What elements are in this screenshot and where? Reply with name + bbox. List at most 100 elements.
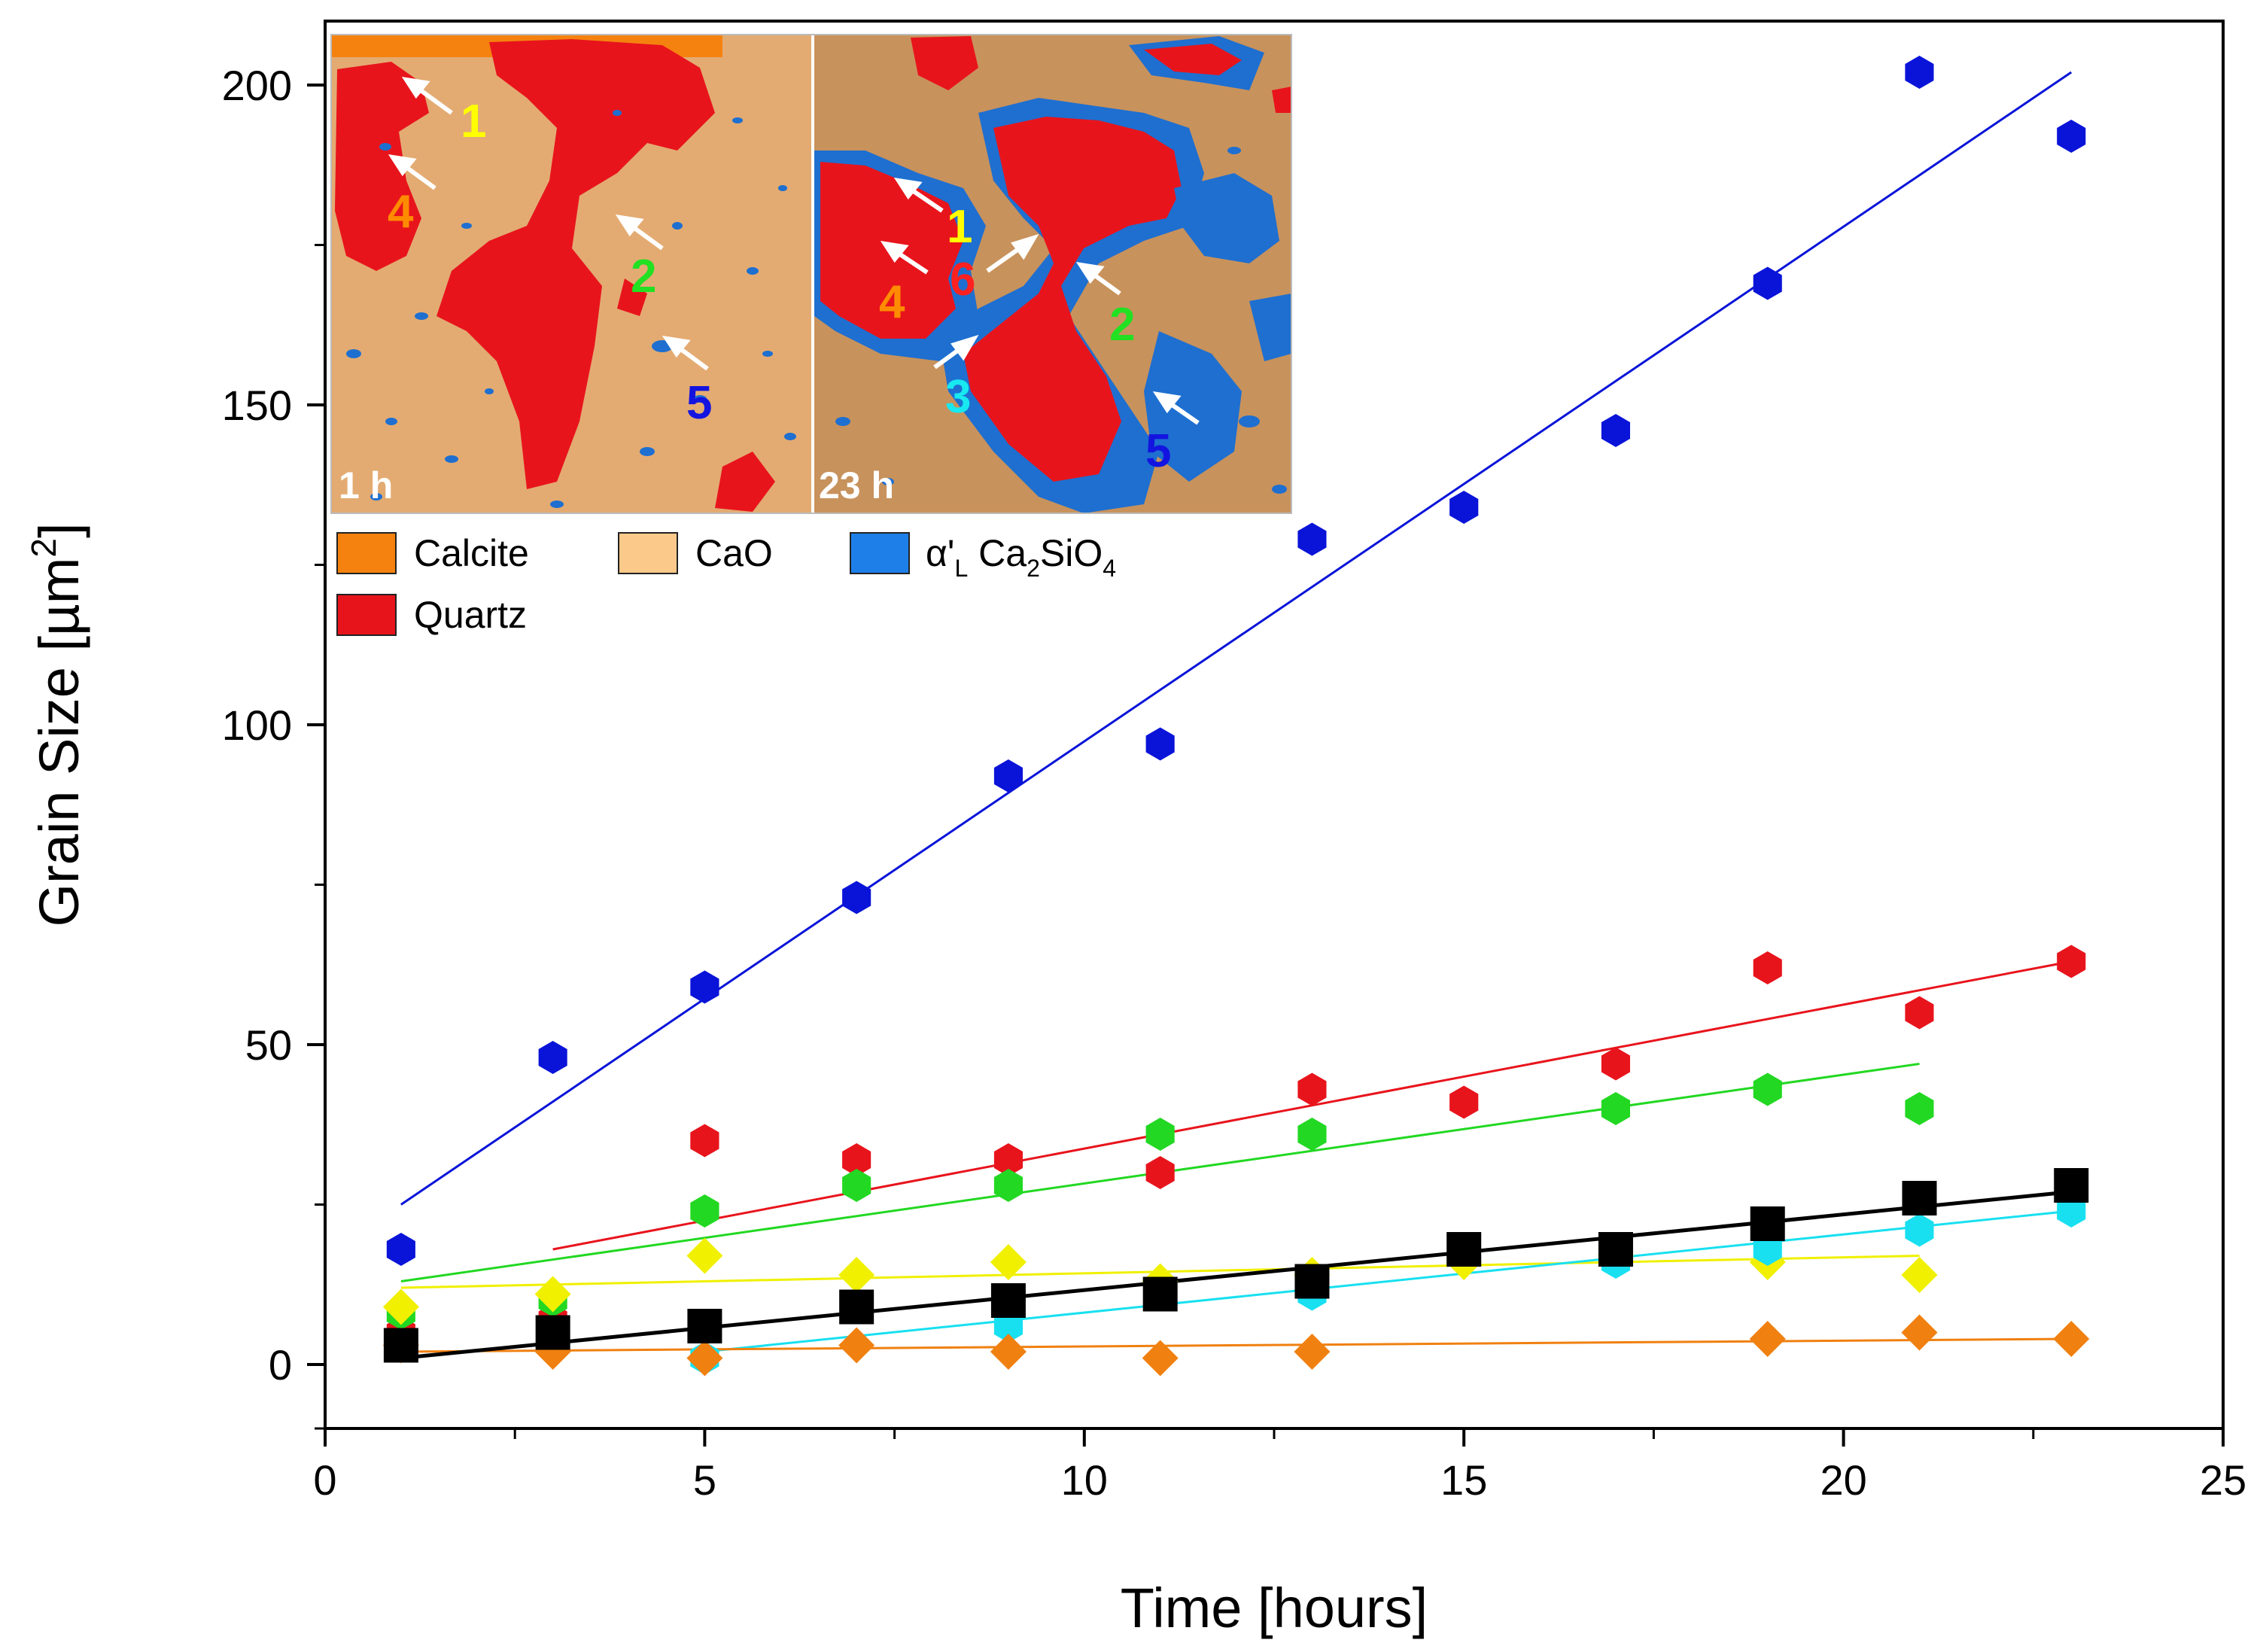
inset-frame <box>330 34 1292 514</box>
quartz-grain <box>1272 87 1291 113</box>
quartz-grain <box>1144 44 1242 75</box>
fit-line <box>400 1190 2072 1360</box>
panel-1h-annotations: 1 4 2 5 <box>388 77 712 429</box>
data-point <box>1901 1257 1938 1293</box>
data-point <box>1297 1118 1327 1151</box>
annotation-5: 5 <box>1145 425 1171 477</box>
data-point <box>1294 1334 1331 1370</box>
legend-swatch-ca2sio4 <box>850 532 910 574</box>
data-point <box>1446 1232 1482 1267</box>
data-point <box>1902 1181 1937 1215</box>
data-point <box>838 1257 875 1293</box>
data-point <box>2053 1321 2090 1357</box>
panel-23h-annotations: 1 6 4 2 3 5 <box>879 178 1200 477</box>
inset-maps: 1 h 23 h 1 4 2 5 <box>330 34 1292 636</box>
panel-label-1h: 1 h <box>339 464 393 507</box>
data-point <box>2057 120 2086 153</box>
data-point <box>538 1041 567 1074</box>
data-point <box>990 1283 1026 1318</box>
annotation-2: 2 <box>631 251 656 303</box>
data-point <box>1449 491 1479 524</box>
legend-label-calcite: Calcite <box>414 532 529 574</box>
data-point <box>1753 951 1782 984</box>
data-point <box>2054 1168 2089 1203</box>
data-point <box>1749 1321 1786 1357</box>
data-point <box>383 1328 418 1363</box>
data-point <box>993 1143 1023 1176</box>
data-point <box>1905 1092 1934 1125</box>
data-point <box>690 970 719 1004</box>
phase-legend: Calcite CaO α'L Ca2SiO4 Quartz <box>336 532 1116 636</box>
ca2sio4-grain <box>1249 294 1291 361</box>
x-axis-title: Time [hours] <box>1121 1577 1428 1639</box>
y-axis-title: Grain Size [µm2] <box>24 522 90 926</box>
data-point <box>386 1233 415 1266</box>
y-tick-label: 50 <box>245 1021 292 1069</box>
y-tick-label: 200 <box>222 62 292 109</box>
quartz-grain <box>335 62 429 271</box>
data-point <box>1598 1232 1633 1267</box>
data-point <box>1901 1314 1938 1351</box>
annotation-1: 1 <box>947 201 972 253</box>
legend-swatch-cao <box>618 532 678 574</box>
legend-swatch-quartz <box>336 594 397 636</box>
data-point <box>687 1309 722 1343</box>
y-tick-label: 0 <box>269 1341 292 1389</box>
data-point <box>842 881 871 914</box>
legend-label-cao: CaO <box>695 532 773 574</box>
x-tick-label: 15 <box>1440 1456 1487 1504</box>
fit-line <box>400 71 2073 1206</box>
data-point <box>839 1289 874 1325</box>
annotation-2: 2 <box>1109 299 1135 351</box>
data-point <box>842 1169 871 1202</box>
panel-label-23h: 23 h <box>819 464 894 507</box>
data-point <box>1449 1085 1479 1119</box>
annotation-6: 6 <box>950 254 975 306</box>
data-point <box>1601 414 1630 447</box>
ca2sio4-grain <box>1144 331 1242 482</box>
data-point <box>842 1143 871 1176</box>
quartz-grain <box>911 36 978 90</box>
quartz-grain <box>436 39 715 489</box>
fit-line <box>400 1337 2072 1353</box>
data-point <box>1601 1092 1630 1125</box>
data-point <box>990 1334 1027 1370</box>
annotation-5: 5 <box>686 377 712 429</box>
inset-panel-23h <box>814 35 1291 513</box>
data-point <box>686 1340 723 1377</box>
quartz-grain <box>963 117 1182 482</box>
x-tick-label: 0 <box>313 1456 336 1504</box>
data-point <box>1601 1047 1630 1081</box>
x-tick-label: 20 <box>1820 1456 1866 1504</box>
legend-label-ca2sio4: α'L Ca2SiO4 <box>926 532 1116 582</box>
data-markers <box>382 56 2090 1377</box>
y-tick-label: 150 <box>222 382 292 429</box>
data-point <box>690 1194 719 1228</box>
quartz-grain <box>617 278 647 316</box>
data-point <box>686 1237 723 1274</box>
data-point <box>690 1124 719 1158</box>
x-tick-label: 25 <box>2200 1456 2246 1504</box>
data-point <box>1145 1156 1175 1189</box>
data-point <box>535 1315 570 1350</box>
quartz-grain <box>715 452 775 512</box>
ca2sio4-grain <box>1174 173 1279 263</box>
annotation-3: 3 <box>945 371 971 423</box>
data-point <box>838 1327 875 1364</box>
data-point <box>1297 1072 1327 1106</box>
annotation-4: 4 <box>879 276 905 328</box>
data-point <box>382 1288 419 1325</box>
data-point <box>534 1276 571 1313</box>
legend-label-quartz: Quartz <box>414 594 527 636</box>
data-point <box>1294 1264 1330 1299</box>
data-point <box>1145 727 1175 761</box>
data-point <box>993 759 1023 793</box>
y-tick-label: 100 <box>222 701 292 749</box>
data-point <box>1142 1340 1179 1377</box>
x-tick-label: 5 <box>693 1456 716 1504</box>
data-point <box>1753 266 1782 300</box>
annotation-1: 1 <box>461 96 486 148</box>
legend-swatch-calcite <box>336 532 397 574</box>
inset-panel-1h <box>331 35 811 513</box>
